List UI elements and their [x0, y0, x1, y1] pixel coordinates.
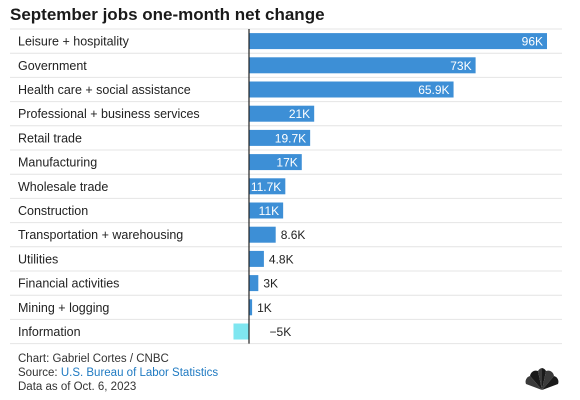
- category-label: Information: [18, 325, 81, 339]
- bar-chart: Leisure + hospitality 96K Government 73K Hea…: [10, 28, 562, 345]
- value-label: 4.8K: [269, 252, 294, 266]
- bar: [249, 81, 454, 98]
- value-label: 17K: [276, 156, 297, 170]
- source-link[interactable]: U.S. Bureau of Labor Statistics: [60, 367, 219, 379]
- value-label: 65.9K: [418, 83, 449, 97]
- data-date: Data as of Oct. 6, 2023: [18, 381, 137, 393]
- source-prefix: Source:: [18, 367, 61, 379]
- category-label: Manufacturing: [18, 156, 97, 170]
- bar: [233, 323, 249, 340]
- value-label: 11K: [259, 204, 279, 218]
- value-label: 8.6K: [281, 228, 306, 242]
- value-label: 73K: [450, 59, 471, 73]
- bar: [249, 275, 259, 292]
- bar: [249, 178, 286, 195]
- category-label: Wholesale trade: [18, 180, 108, 194]
- chart-title: September jobs one-month net change: [10, 5, 325, 24]
- category-label: Mining + logging: [18, 301, 109, 315]
- category-label: Health care + social assistance: [18, 83, 191, 97]
- value-label: 19.7K: [275, 131, 306, 145]
- bar: [249, 57, 476, 74]
- cnbc-peacock-icon: [525, 368, 559, 390]
- bar: [249, 105, 315, 122]
- bar: [249, 250, 264, 267]
- category-label: Transportation + warehousing: [18, 228, 183, 242]
- value-label: 1K: [257, 301, 272, 315]
- bar: [249, 154, 302, 171]
- bar: [249, 299, 253, 316]
- chart-source: Source: U.S. Bureau of Labor Statistics: [18, 367, 218, 379]
- value-label: 11.7K: [251, 180, 281, 194]
- value-label: −5K: [270, 325, 292, 339]
- category-label: Financial activities: [18, 277, 119, 291]
- value-label: 21K: [289, 107, 310, 121]
- bar: [249, 202, 284, 219]
- category-label: Retail trade: [18, 131, 82, 145]
- category-label: Construction: [18, 204, 88, 218]
- value-label: 3K: [263, 277, 278, 291]
- bar: [249, 33, 547, 50]
- category-label: Government: [18, 59, 87, 73]
- category-label: Leisure + hospitality: [18, 35, 130, 49]
- bar: [249, 226, 276, 243]
- value-label: 96K: [522, 35, 543, 49]
- category-label: Professional + business services: [18, 107, 200, 121]
- category-label: Utilities: [18, 252, 58, 266]
- bar: [249, 129, 311, 146]
- chart-credit: Chart: Gabriel Cortes / CNBC: [18, 353, 169, 365]
